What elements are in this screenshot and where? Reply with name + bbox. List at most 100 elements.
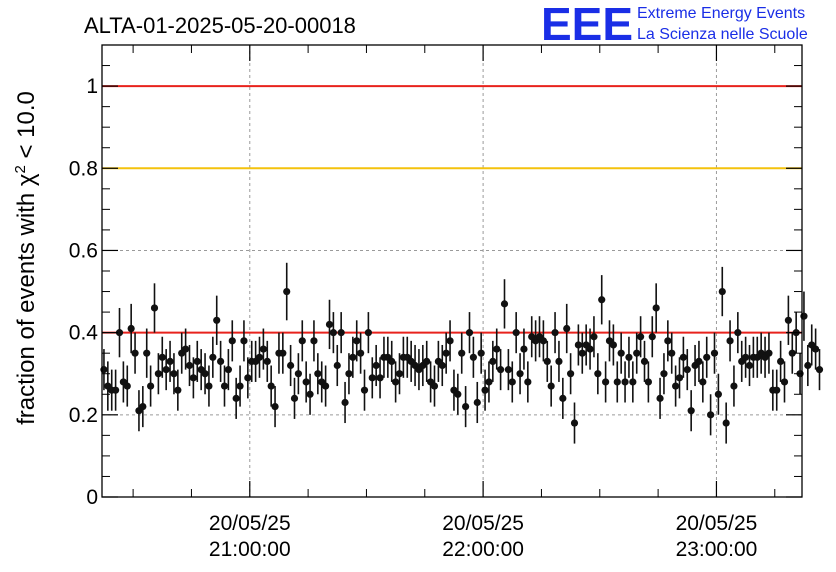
x-tick-labels: 20/05/25 21:00:00 20/05/25 22:00:00 20/05/25… — [209, 512, 757, 561]
x-tick-date: 20/05/25 — [676, 512, 758, 535]
point-marker — [139, 403, 147, 411]
data-point — [458, 332, 466, 374]
point-marker — [679, 353, 687, 361]
point-marker — [730, 382, 738, 390]
point-marker — [357, 349, 365, 357]
data-point — [423, 340, 431, 382]
data-point — [489, 340, 497, 382]
point-marker — [442, 349, 450, 357]
data-point — [434, 340, 442, 382]
data-point — [788, 332, 796, 374]
data-point — [220, 365, 229, 407]
point-marker — [512, 329, 520, 337]
data-point — [224, 349, 232, 391]
x-tick-time: 21:00:00 — [209, 538, 291, 561]
data-point — [197, 349, 205, 391]
data-point — [349, 336, 357, 378]
point-marker — [656, 394, 664, 402]
eee-logo: EEE Extreme Energy Events La Scienza nel… — [541, 0, 808, 50]
point-marker — [742, 353, 750, 361]
x-tick-time: 23:00:00 — [676, 538, 758, 561]
y-tick-labels: 0 0.2 0.4 0.6 0.8 1 — [69, 75, 99, 509]
data-point — [119, 361, 127, 403]
point-marker — [279, 349, 287, 357]
point-marker — [598, 296, 606, 304]
data-point — [357, 332, 365, 374]
data-point — [337, 312, 345, 354]
point-marker — [170, 370, 178, 378]
data-point — [543, 340, 551, 382]
data-point — [306, 373, 314, 415]
point-marker — [458, 349, 466, 357]
point-marker — [255, 353, 264, 361]
data-point — [687, 390, 695, 432]
data-point — [567, 353, 575, 395]
point-marker — [236, 382, 244, 390]
data-point — [551, 312, 559, 354]
data-point — [699, 361, 707, 403]
point-marker — [302, 378, 310, 386]
point-marker — [314, 370, 322, 378]
data-point — [139, 386, 147, 428]
data-point — [520, 328, 528, 370]
data-point — [294, 353, 302, 395]
data-point — [745, 344, 754, 387]
point-marker — [563, 324, 571, 333]
data-point — [808, 324, 816, 366]
data-point — [147, 365, 155, 407]
point-marker — [349, 353, 357, 361]
point-marker — [283, 287, 291, 296]
point-marker — [469, 353, 477, 361]
point-marker — [644, 378, 652, 386]
data-point — [364, 312, 372, 354]
data-point — [450, 369, 458, 411]
point-marker — [376, 374, 384, 382]
point-marker — [648, 333, 656, 341]
data-point — [609, 324, 617, 366]
point-marker — [703, 353, 711, 361]
point-marker — [162, 366, 170, 374]
point-marker — [726, 337, 734, 345]
point-marker — [675, 374, 684, 382]
data-point — [714, 373, 722, 415]
data-point — [384, 336, 392, 378]
point-marker — [174, 386, 182, 394]
point-marker — [714, 390, 722, 398]
point-marker — [123, 382, 131, 390]
point-marker — [150, 304, 159, 312]
point-marker — [310, 337, 318, 345]
data-point — [135, 390, 143, 432]
y-axis-label-prefix: fraction of events with — [13, 186, 40, 425]
data-point — [640, 340, 649, 382]
data-point — [707, 394, 715, 436]
data-point — [170, 353, 178, 395]
point-marker — [687, 407, 695, 415]
point-marker — [567, 370, 575, 378]
point-marker — [481, 386, 489, 394]
data-point — [637, 316, 645, 358]
data-point — [442, 332, 450, 374]
point-marker — [633, 349, 641, 357]
point-marker — [485, 378, 493, 386]
data-point — [570, 402, 579, 444]
data-point — [500, 279, 509, 329]
data-point — [407, 340, 415, 382]
point-marker — [637, 333, 645, 341]
point-marker — [306, 390, 314, 398]
point-marker — [520, 345, 528, 353]
point-marker — [640, 357, 649, 365]
data-point — [213, 295, 221, 345]
data-points — [100, 262, 824, 444]
point-marker — [244, 374, 252, 382]
data-point — [679, 336, 687, 378]
data-point — [473, 381, 481, 424]
point-marker — [341, 398, 349, 407]
data-point — [765, 332, 773, 374]
data-point — [602, 361, 610, 403]
data-point — [535, 316, 544, 358]
data-point — [761, 336, 769, 378]
data-point — [178, 332, 186, 374]
point-marker — [267, 382, 275, 390]
data-point — [310, 320, 318, 362]
data-point — [598, 275, 606, 325]
